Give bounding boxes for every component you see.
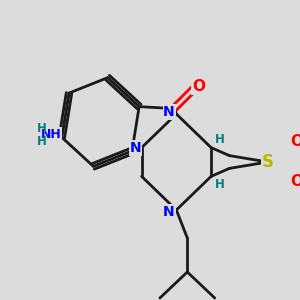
Text: N: N bbox=[130, 141, 142, 155]
Text: O: O bbox=[192, 79, 205, 94]
Text: H: H bbox=[215, 133, 225, 146]
Text: N: N bbox=[163, 105, 175, 119]
Text: N: N bbox=[163, 205, 175, 219]
Text: H: H bbox=[37, 122, 47, 135]
Text: H: H bbox=[37, 135, 47, 148]
Text: O: O bbox=[290, 134, 300, 149]
Text: S: S bbox=[262, 153, 274, 171]
Text: O: O bbox=[290, 175, 300, 190]
Text: NH: NH bbox=[40, 128, 61, 141]
Text: H: H bbox=[215, 178, 225, 191]
